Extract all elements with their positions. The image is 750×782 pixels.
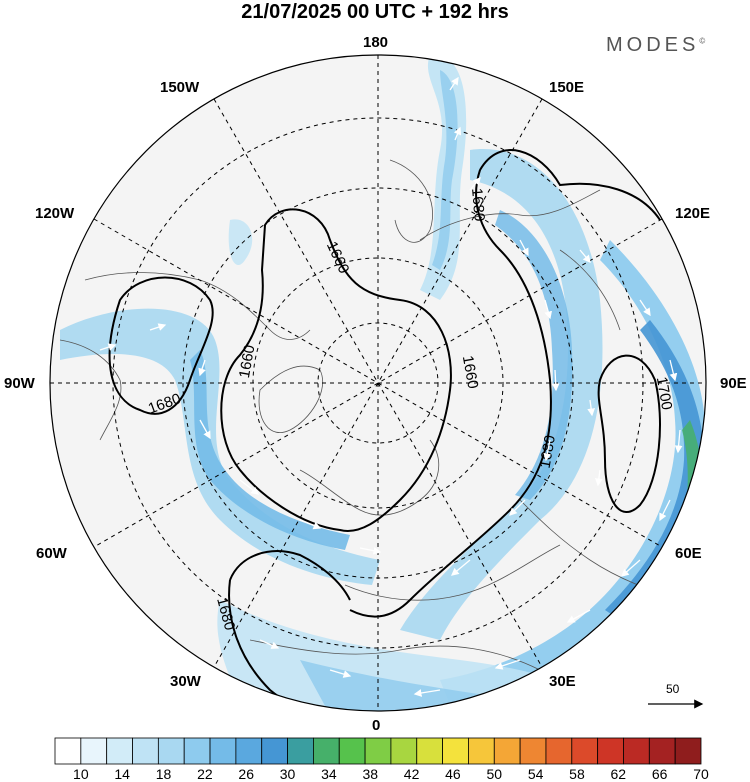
colorbar-swatch — [312, 737, 340, 765]
colorbar-swatch — [54, 737, 82, 765]
colorbar-swatch — [390, 737, 418, 765]
colorbar-tick-label: 46 — [445, 766, 461, 782]
colorbar-swatch — [209, 737, 237, 765]
contour-1680-east — [349, 149, 661, 618]
map-title: 21/07/2025 00 UTC + 192 hrs — [241, 1, 509, 23]
contours — [108, 149, 661, 711]
colorbar-tick-label: 58 — [569, 766, 585, 782]
colorbar-tick-label: 30 — [279, 766, 296, 782]
colorbar-swatch — [571, 737, 599, 765]
colorbar-swatch — [157, 737, 185, 765]
label-150e: 150E — [549, 79, 585, 96]
colorbar-swatch — [364, 737, 392, 765]
colorbar-tick-label: 26 — [238, 766, 254, 782]
label-60w: 60W — [36, 545, 67, 562]
contour-1660 — [220, 208, 452, 532]
modes-logo: MODES© — [606, 34, 706, 56]
colorbar-tick-label: 50 — [486, 766, 503, 782]
colorbar-swatch — [493, 737, 521, 765]
colorbar-tick-label: 70 — [693, 766, 709, 782]
colorbar-swatch — [416, 737, 444, 765]
colorbar-swatch — [287, 737, 314, 765]
colorbar-swatch — [183, 737, 211, 765]
label-30w: 30W — [170, 673, 201, 690]
colorbar-swatch — [261, 737, 288, 765]
label-150w: 150W — [160, 79, 200, 96]
colorbar-swatch — [338, 737, 366, 765]
colorbar-tick-label: 62 — [610, 766, 627, 782]
contour-label: 1660 — [459, 354, 482, 390]
label-90e: 90E — [720, 375, 747, 392]
colorbar-swatch — [597, 737, 624, 765]
colorbar-swatch — [106, 737, 133, 765]
colorbar-swatch — [442, 737, 469, 765]
contour-1680-west — [108, 276, 214, 415]
contour-1680-south — [228, 550, 379, 711]
label-120w: 120W — [35, 205, 75, 222]
colorbar-swatch — [674, 737, 702, 765]
wind-vectors — [99, 76, 683, 697]
reference-vector-label: 50 — [666, 682, 680, 696]
colorbar-swatch — [132, 737, 159, 765]
colorbar — [54, 737, 702, 765]
colorbar-tick-label: 54 — [527, 766, 544, 782]
colorbar-tick-label: 38 — [362, 766, 379, 782]
label-120e: 120E — [675, 205, 711, 222]
label-180: 180 — [363, 34, 389, 51]
label-30e: 30E — [549, 673, 576, 690]
label-0: 0 — [372, 717, 381, 734]
colorbar-swatch — [519, 737, 547, 765]
graticule — [50, 55, 706, 711]
colorbar-swatch — [80, 737, 108, 765]
colorbar-swatch — [648, 737, 676, 765]
contour-1700 — [597, 354, 661, 513]
colorbar-tick-label: 42 — [403, 766, 420, 782]
colorbar-swatch — [235, 737, 263, 765]
colorbar-tick-label: 34 — [321, 766, 337, 782]
colorbar-tick-label: 66 — [651, 766, 668, 782]
colorbar-swatch — [545, 737, 573, 765]
coastlines — [59, 159, 681, 671]
label-90w: 90W — [4, 375, 35, 392]
map-border — [49, 54, 707, 712]
colorbar-swatch — [468, 737, 495, 765]
contour-label: 1700 — [653, 375, 676, 411]
label-60e: 60E — [675, 545, 702, 562]
colorbar-tick-label: 10 — [73, 766, 89, 782]
colorbar-swatch — [623, 737, 650, 765]
colorbar-tick-label: 14 — [114, 766, 130, 782]
colorbar-tick-label: 18 — [155, 766, 172, 782]
contour-label: 1680 — [468, 187, 488, 222]
contour-label: 1660 — [236, 344, 259, 380]
colorbar-tick-label: 22 — [197, 766, 213, 782]
